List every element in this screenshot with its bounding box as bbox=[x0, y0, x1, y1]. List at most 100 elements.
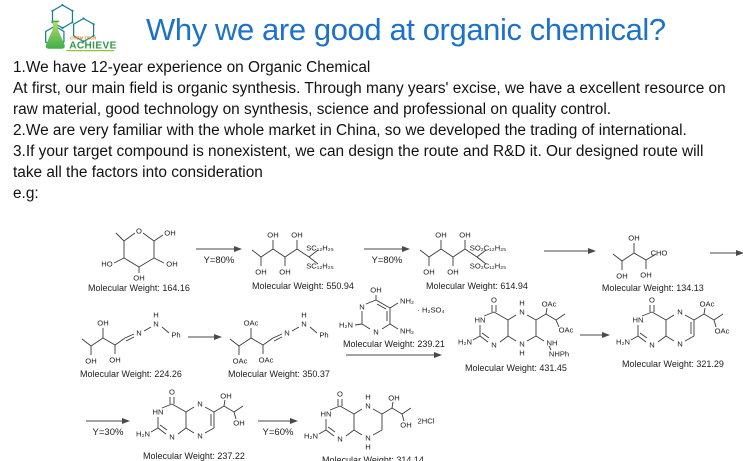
svg-text:OAc: OAc bbox=[559, 326, 574, 335]
svg-text:OH: OH bbox=[370, 286, 381, 295]
molecular-weight-caption: Molecular Weight: 431.45 bbox=[465, 363, 567, 373]
reaction-arrow bbox=[709, 248, 743, 258]
reaction-arrow: Y=60% bbox=[258, 416, 298, 438]
svg-text:H₂N: H₂N bbox=[458, 338, 472, 347]
molecular-weight-caption: Molecular Weight: 350.37 bbox=[228, 369, 330, 379]
svg-text:N: N bbox=[197, 432, 202, 441]
svg-text:O: O bbox=[169, 388, 175, 397]
reaction-arrow: Y=80% bbox=[363, 244, 410, 266]
molecule-disulfone-614: OH OH OH OH SO₂C₁₂H₂₅ SO₂C₁₂H₂₅ Molecular Wei… bbox=[416, 220, 538, 291]
svg-text:SO₂C₁₂H₂₅: SO₂C₁₂H₂₅ bbox=[470, 262, 506, 271]
yield-label: Y=80% bbox=[203, 255, 235, 266]
reaction-arrow bbox=[543, 246, 596, 256]
reaction-arrow bbox=[346, 350, 442, 360]
molecular-weight-caption: Molecular Weight: 134.13 bbox=[601, 283, 704, 293]
svg-text:N: N bbox=[491, 341, 496, 350]
svg-text:H₂N: H₂N bbox=[339, 321, 353, 330]
svg-text:N: N bbox=[373, 328, 378, 337]
molecule-triacetate-hydrazone-350: N N H Ph OAc OAc OAc Molecular Weight: 350.37 bbox=[226, 306, 332, 380]
svg-text:OH: OH bbox=[279, 268, 290, 277]
body-paragraph-4: 3.If your target compound is nonexistent… bbox=[13, 143, 704, 181]
svg-text:H: H bbox=[519, 349, 524, 358]
reagent-over-arrow: OH NH₂ NH₂ H₂N N N · H₂SO₄ Molecular Weight: 2… bbox=[336, 284, 452, 360]
molecular-weight-caption: Molecular Weight: 321.29 bbox=[622, 359, 724, 369]
svg-text:N: N bbox=[153, 320, 158, 329]
svg-text:H: H bbox=[519, 299, 524, 308]
reaction-arrow bbox=[580, 330, 610, 340]
molecular-weight-caption: Molecular Weight: 314.14 bbox=[322, 455, 424, 461]
svg-text:N: N bbox=[365, 402, 370, 411]
molecule-sugar-164: O OH OH OH HO Molecular Weight: 164.16 bbox=[88, 220, 190, 294]
svg-text:CHO: CHO bbox=[650, 249, 667, 258]
svg-text:N: N bbox=[136, 329, 141, 338]
svg-text:HN: HN bbox=[321, 410, 332, 419]
svg-text:OH: OH bbox=[447, 268, 458, 277]
svg-text:Ph: Ph bbox=[319, 331, 328, 340]
svg-text:N: N bbox=[519, 340, 524, 349]
svg-text:OH: OH bbox=[400, 421, 411, 430]
molecular-weight-caption: Molecular Weight: 164.16 bbox=[88, 283, 190, 293]
svg-text:OH: OH bbox=[640, 271, 651, 280]
molecular-weight-caption: Molecular Weight: 239.21 bbox=[343, 339, 445, 349]
svg-text:N: N bbox=[337, 435, 342, 444]
body-paragraph-1: 1.We have 12-year experience on Organic … bbox=[13, 59, 371, 76]
svg-text:N: N bbox=[284, 329, 289, 338]
svg-text:O: O bbox=[649, 296, 655, 305]
achieve-text: ACHIEVE bbox=[69, 41, 117, 52]
page-title: Why we are good at organic chemical? bbox=[146, 12, 666, 47]
svg-text:OAc: OAc bbox=[700, 300, 715, 309]
svg-text:NH: NH bbox=[547, 339, 558, 348]
svg-text:OH: OH bbox=[388, 394, 399, 403]
svg-text:OH: OH bbox=[255, 268, 266, 277]
svg-text:OH: OH bbox=[109, 356, 120, 365]
molecular-weight-caption: Molecular Weight: 550.94 bbox=[251, 281, 354, 291]
svg-text:NH₂: NH₂ bbox=[400, 327, 414, 336]
molecule-tetrahydrobiopterin-hcl-314: O HN H₂N N N H N H OH OH 2HCl Molecular Weight: 31… bbox=[302, 390, 444, 461]
svg-text:H₂N: H₂N bbox=[136, 430, 150, 439]
svg-text:N: N bbox=[649, 341, 654, 350]
svg-text:HN: HN bbox=[153, 408, 164, 417]
svg-text:Ph: Ph bbox=[171, 331, 180, 340]
svg-text:N: N bbox=[197, 400, 202, 409]
svg-text:H: H bbox=[365, 443, 370, 452]
svg-text:H: H bbox=[301, 311, 306, 320]
svg-text:OAc: OAc bbox=[259, 356, 274, 365]
svg-text:OH: OH bbox=[97, 319, 108, 328]
body-paragraph-3: 2.We are very familiar with the whole ma… bbox=[13, 122, 687, 139]
svg-text:N: N bbox=[677, 308, 682, 317]
svg-text:NHPh: NHPh bbox=[549, 350, 569, 359]
molecular-weight-caption: Molecular Weight: 224.26 bbox=[80, 369, 182, 379]
svg-text:O: O bbox=[136, 227, 142, 236]
molecular-weight-caption: Molecular Weight: 614.94 bbox=[425, 281, 528, 291]
yield-label: Y=80% bbox=[371, 255, 403, 266]
molecular-weight-caption: Molecular Weight: 237.22 bbox=[143, 451, 245, 461]
body-text: 1.We have 12-year experience on Organic … bbox=[13, 57, 735, 204]
reaction-row-1: O OH OH OH HO Molecular Weight: 164.16 Y=80%… bbox=[88, 218, 743, 293]
svg-text:OH: OH bbox=[220, 392, 231, 401]
svg-text:OH: OH bbox=[166, 260, 177, 269]
molecule-aldehyde-134: OH CHO OH OH Molecular Weight: 134.13 bbox=[601, 222, 704, 294]
molecule-hydrazone-224: N N H Ph OH OH OH Molecular Weight: 224.26 bbox=[78, 306, 184, 380]
company-logo: CHEM TECH ACHIEVE bbox=[45, 3, 117, 52]
svg-text:OAc: OAc bbox=[542, 300, 557, 309]
svg-text:H₂N: H₂N bbox=[616, 338, 630, 347]
eg-label: e.g: bbox=[13, 185, 39, 202]
svg-text:N: N bbox=[359, 303, 364, 312]
svg-text:N: N bbox=[169, 433, 174, 442]
svg-text:SC₁₂H₂₅: SC₁₂H₂₅ bbox=[306, 262, 334, 271]
svg-text:NH₂: NH₂ bbox=[400, 297, 414, 306]
svg-text:HO: HO bbox=[101, 260, 112, 269]
svg-text:OAc: OAc bbox=[715, 327, 730, 336]
chem-tech-text: CHEM TECH bbox=[70, 36, 96, 41]
svg-text:HN: HN bbox=[633, 316, 644, 325]
svg-text:OH: OH bbox=[423, 268, 434, 277]
svg-text:H₂N: H₂N bbox=[304, 432, 318, 441]
svg-text:OAc: OAc bbox=[244, 319, 259, 328]
svg-text:2HCl: 2HCl bbox=[418, 417, 435, 426]
molecule-dithioacetal-550: OH OH OH OH SC₁₂H₂₅ SC₁₂H₂₅ Molecular Weight:… bbox=[248, 220, 358, 291]
molecule-pyrimidine-sulfate-239: OH NH₂ NH₂ H₂N N N · H₂SO₄ Molecular Weight: 2… bbox=[336, 284, 452, 350]
svg-text:OH: OH bbox=[291, 231, 302, 240]
svg-text:OH: OH bbox=[267, 231, 278, 240]
yield-label: Y=30% bbox=[92, 427, 124, 438]
svg-text:HN: HN bbox=[475, 316, 486, 325]
